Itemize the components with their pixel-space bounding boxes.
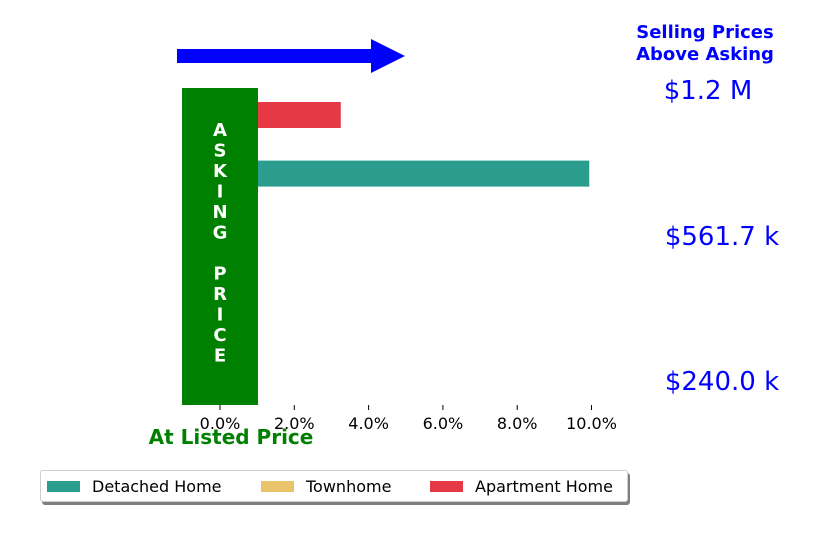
legend-label: Apartment Home: [475, 476, 613, 496]
asking-letter: E: [214, 346, 226, 367]
price-label-high: $1.2 M: [664, 76, 753, 106]
asking-letter: S: [214, 141, 227, 162]
x-tick-label: 0.0%: [200, 414, 241, 433]
asking-letter: G: [213, 223, 228, 244]
legend-item-detached: Detached Home: [47, 477, 222, 496]
legend-swatch: [47, 480, 80, 492]
arrow-icon: [177, 39, 405, 73]
price-label-mid: $561.7 k: [665, 222, 779, 252]
legend-swatch: [430, 480, 463, 492]
asking-letter: K: [213, 161, 228, 182]
x-tick-label: 4.0%: [348, 414, 389, 433]
x-ticks: 0.0% 2.0% 4.0% 6.0% 8.0% 10.0%: [200, 405, 617, 433]
x-axis-label: At Listed Price: [149, 425, 314, 449]
x-tick-label: 10.0%: [566, 414, 617, 433]
asking-price-band: [182, 88, 258, 405]
asking-letter: A: [213, 120, 227, 141]
asking-letter: N: [212, 202, 227, 223]
legend: Detached Home Townhome Apartment Home: [40, 470, 628, 502]
asking-letter: I: [217, 305, 224, 326]
legend-swatch: [261, 480, 294, 492]
legend-label: Detached Home: [92, 476, 222, 496]
x-tick-label: 8.0%: [497, 414, 538, 433]
legend-item-apartment: Apartment Home: [430, 477, 613, 496]
title-line-2: Above Asking: [636, 44, 774, 65]
x-tick-label: 6.0%: [423, 414, 464, 433]
asking-letter: R: [213, 284, 227, 305]
asking-letter: P: [213, 264, 226, 285]
legend-item-townhome: Townhome: [261, 477, 391, 496]
legend-label: Townhome: [306, 476, 392, 496]
asking-letter: I: [217, 182, 224, 203]
title-line-1: Selling Prices: [636, 22, 773, 43]
x-tick-label: 2.0%: [274, 414, 315, 433]
price-label-low: $240.0 k: [665, 367, 779, 397]
asking-letter: C: [213, 325, 226, 346]
